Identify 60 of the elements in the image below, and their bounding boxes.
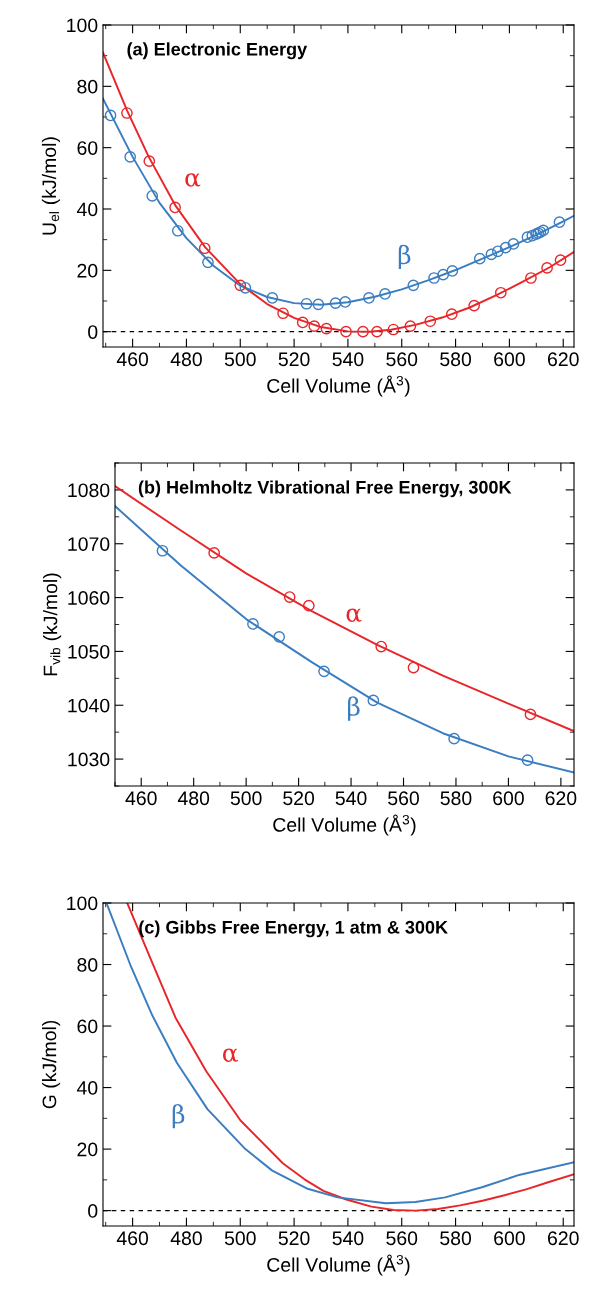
x-tick-label: 580: [440, 791, 472, 806]
y-tick-label: 1040: [68, 698, 110, 713]
x-tick-label: 460: [116, 1231, 149, 1246]
x-tick-label: 560: [388, 791, 419, 806]
y-tick-label: 1070: [68, 537, 110, 551]
x-axis-title: Cell Volume (Å$^{3}$): [273, 814, 416, 836]
x-tick-label: 540: [332, 352, 364, 367]
y-tick-label: 100: [67, 896, 98, 911]
series-label: α: [222, 1048, 238, 1063]
series-label: α: [185, 173, 201, 187]
x-tick-label: 560: [386, 352, 418, 367]
x-tick-label: 500: [230, 791, 262, 806]
x-axis-title: Cell Volume (Å$^{3}$): [267, 1254, 410, 1276]
x-tick-label: 600: [493, 791, 524, 806]
x-tick-label: 560: [386, 1231, 418, 1246]
y-tick-label: 40: [76, 1081, 98, 1095]
y-axis-title: G (kJ/mol): [42, 1020, 61, 1109]
y-tick-label: 1080: [68, 483, 110, 498]
series-label: β: [172, 1104, 185, 1129]
x-tick-label: 500: [224, 1231, 256, 1246]
y-axis-title: U$_{el}$ (kJ/mol): [41, 137, 60, 235]
x-tick-label: 620: [548, 1231, 579, 1246]
x-tick-label: 620: [545, 791, 577, 806]
x-tick-label: 540: [335, 791, 367, 806]
y-tick-label: 80: [77, 79, 98, 94]
x-tick-label: 460: [116, 352, 149, 367]
y-tick-label: 0: [88, 325, 98, 339]
x-tick-label: 600: [494, 1231, 525, 1246]
y-tick-label: 1050: [68, 644, 110, 659]
y-tick-label: 1030: [68, 752, 110, 767]
x-tick-label: 460: [125, 791, 157, 806]
x-tick-label: 600: [494, 352, 525, 367]
text: (b) Helmholtz Vibrational Free Energy, 300K: [138, 480, 512, 498]
x-tick-label: 520: [283, 791, 315, 806]
y-tick-label: 60: [77, 1019, 98, 1034]
x-tick-label: 480: [177, 791, 210, 806]
series-label: α: [346, 608, 362, 623]
x-tick-label: 520: [278, 352, 310, 367]
y-tick-label: 100: [67, 18, 98, 33]
x-tick-label: 580: [440, 352, 472, 367]
y-tick-label: 40: [76, 202, 98, 217]
x-tick-label: 500: [224, 352, 256, 367]
series-label: β: [398, 244, 411, 269]
x-tick-label: 480: [170, 1231, 202, 1246]
y-tick-label: 60: [77, 141, 98, 155]
y-tick-label: 0: [88, 1204, 98, 1218]
y-axis-title: F$_{vib}$ (kJ/mol): [43, 573, 62, 676]
x-tick-label: 620: [548, 352, 579, 367]
x-tick-label: 580: [440, 1231, 472, 1246]
y-tick-label: 1060: [68, 591, 110, 605]
text: (a) Electronic Energy: [127, 42, 308, 60]
x-axis-title: Cell Volume (Å$^{3}$): [267, 375, 410, 397]
y-tick-label: 20: [77, 263, 98, 278]
x-tick-label: 480: [170, 352, 202, 367]
x-tick-label: 540: [332, 1231, 364, 1246]
text: (c) Gibbs Free Energy, 1 atm & 300K: [139, 920, 448, 938]
series-label: β: [348, 696, 360, 721]
y-tick-label: 80: [77, 957, 98, 972]
x-tick-label: 520: [278, 1231, 310, 1246]
y-tick-label: 20: [77, 1142, 98, 1157]
